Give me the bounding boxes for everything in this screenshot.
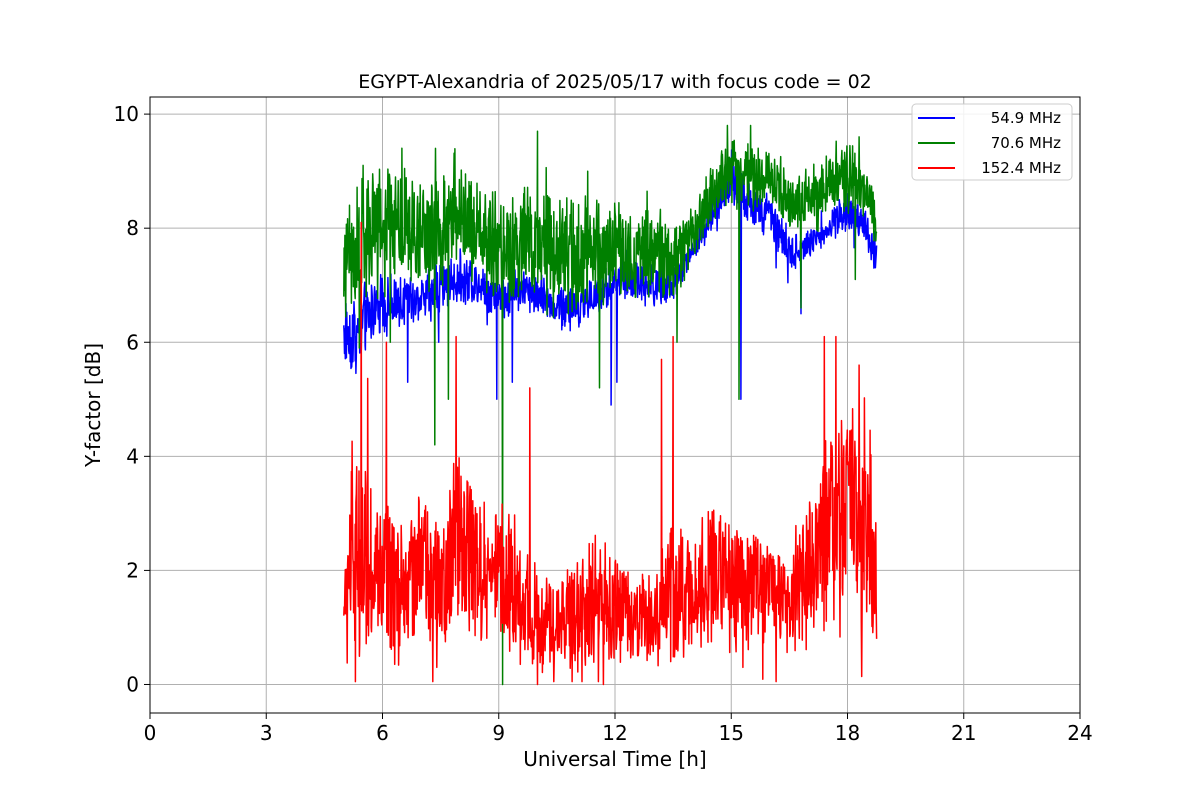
x-tick-label: 0 (144, 721, 157, 745)
x-tick-label: 24 (1067, 721, 1092, 745)
x-tick-label: 18 (835, 721, 860, 745)
chart-title: EGYPT-Alexandria of 2025/05/17 with focu… (358, 71, 872, 93)
legend-label: 54.9 MHz (991, 109, 1061, 127)
legend-label: 152.4 MHz (981, 159, 1061, 177)
series-line-2 (343, 124, 878, 686)
y-tick-label: 8 (126, 216, 139, 240)
y-tick-label: 6 (126, 330, 139, 354)
y-tick-label: 10 (114, 102, 139, 126)
x-axis-label: Universal Time [h] (523, 747, 706, 771)
y-tick-label: 0 (126, 672, 139, 696)
x-tick-label: 15 (719, 721, 744, 745)
legend-box (911, 103, 1073, 181)
series-line-3 (343, 221, 878, 686)
x-tick-label: 9 (492, 721, 505, 745)
y-axis-label: Y-factor [dB] (81, 343, 105, 468)
x-tick-label: 6 (376, 721, 389, 745)
legend-label: 70.6 MHz (991, 134, 1061, 152)
x-tick-label: 3 (260, 721, 273, 745)
plot-area (343, 124, 878, 686)
x-axis: 0 3 6 9 12 15 18 21 24 (144, 713, 1093, 745)
y-tick-label: 2 (126, 558, 139, 582)
x-tick-label: 21 (951, 721, 976, 745)
legend: 54.9 MHz 70.6 MHz 152.4 MHz (911, 103, 1073, 181)
y-axis: 0 2 4 6 8 10 (114, 102, 150, 696)
x-tick-label: 12 (602, 721, 627, 745)
y-tick-label: 4 (126, 444, 139, 468)
